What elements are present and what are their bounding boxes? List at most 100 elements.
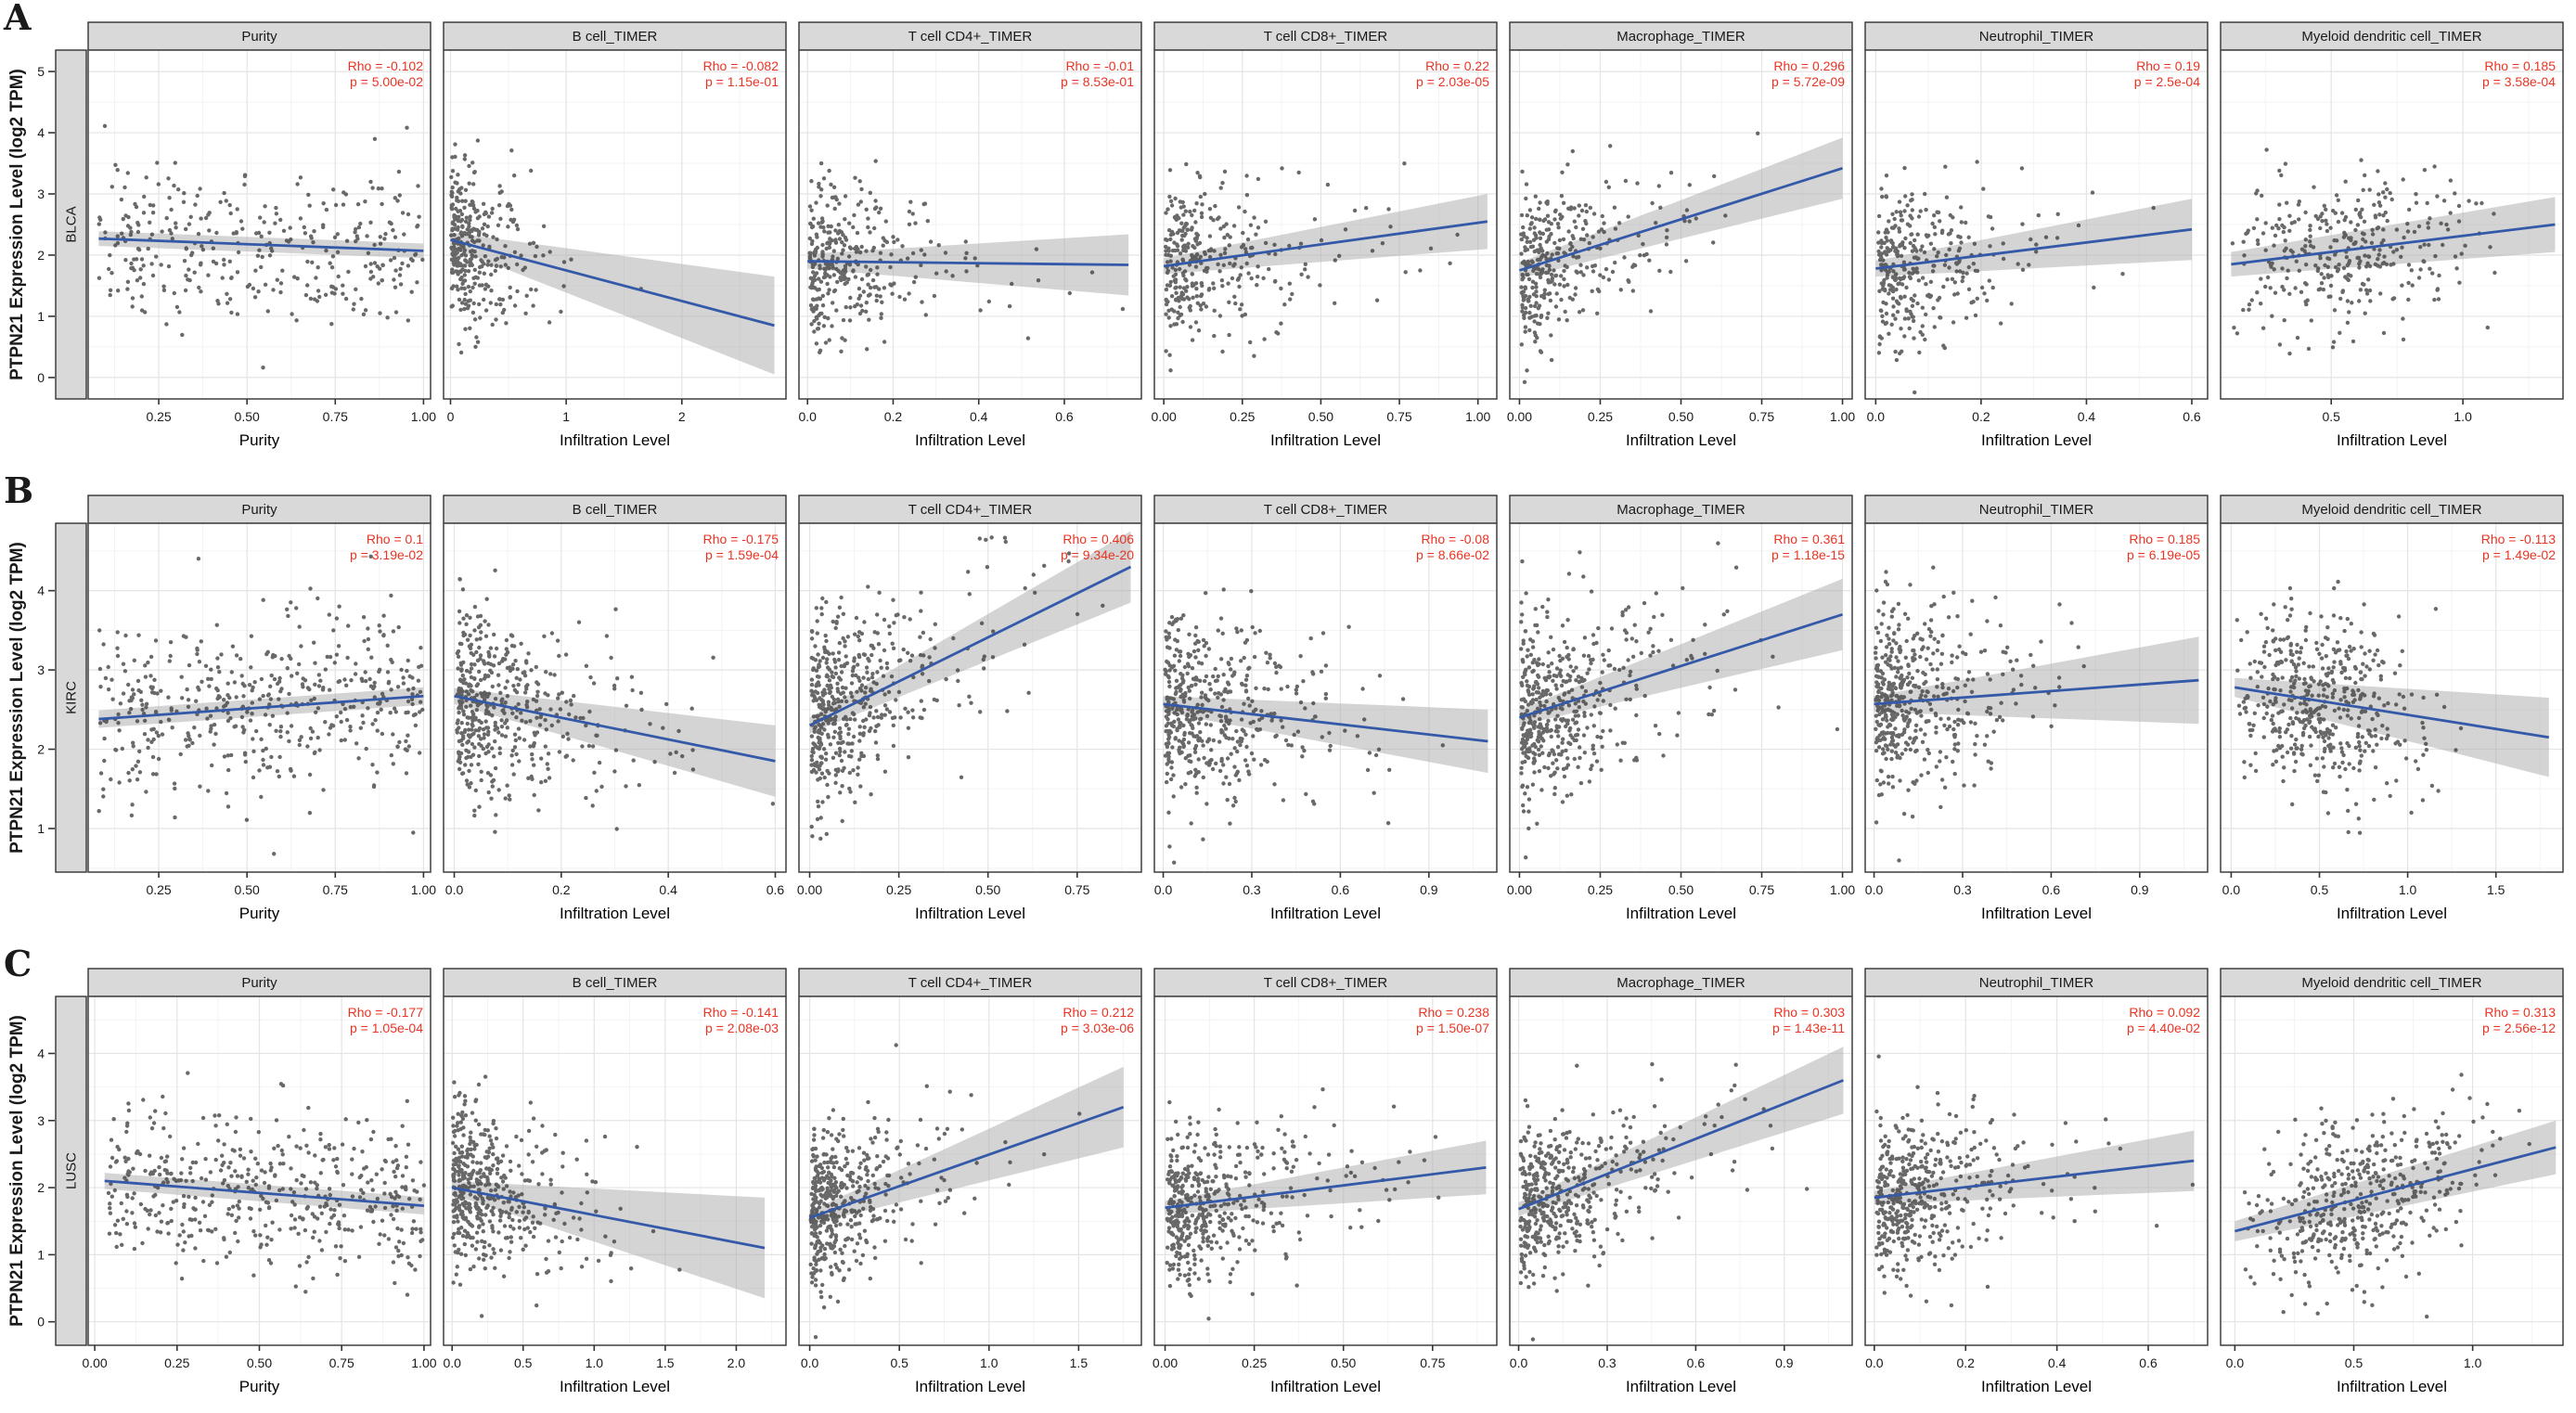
x-axis-label: Infiltration Level — [915, 1378, 1025, 1395]
rho-annotation: Rho = -0.082 — [703, 58, 779, 73]
p-annotation: p = 8.53e-01 — [1061, 74, 1134, 89]
row-A: A PTPN21 Expression Level (log2 TPM) 0 1 2 3 4… — [3, 0, 2564, 449]
panel-header — [2220, 21, 2564, 51]
scatter-points — [106, 1071, 427, 1297]
x-axis-label: Infiltration Level — [1981, 1378, 2092, 1395]
x-tick-label: 0.0 — [2226, 1355, 2245, 1370]
panel-title: B cell_TIMER — [573, 29, 658, 45]
x-tick-label: 0.0 — [1154, 882, 1173, 897]
x-tick-label: 0.6 — [1055, 409, 1074, 424]
x-tick-label: 0.0 — [801, 1355, 819, 1370]
panel-title: T cell CD8+_TIMER — [1264, 502, 1388, 518]
p-annotation: p = 3.19e-02 — [350, 547, 423, 562]
plot-border — [87, 49, 431, 400]
rho-annotation: Rho = 0.1 — [367, 532, 423, 546]
cancer-strip-label: BLCA — [64, 206, 80, 242]
plot-border — [1153, 49, 1498, 400]
y-tick-label: 4 — [37, 584, 45, 598]
x-tick-label: 0.0 — [1865, 882, 1884, 897]
x-tick-label: 0.6 — [2183, 409, 2201, 424]
p-annotation: p = 6.19e-05 — [2127, 547, 2200, 562]
trend-line — [98, 694, 424, 721]
y-tick-label: 2 — [37, 742, 45, 757]
plot-area — [444, 996, 786, 1345]
p-annotation: p = 1.59e-04 — [705, 547, 779, 562]
panel-title: Neutrophil_TIMER — [1979, 502, 2094, 518]
trend-line — [98, 237, 424, 252]
trend-line — [1874, 678, 2199, 706]
x-axis-label: Infiltration Level — [915, 905, 1025, 922]
plot-border — [443, 49, 787, 400]
x-tick-label: 0.25 — [1242, 1355, 1267, 1370]
panel-header — [87, 21, 431, 51]
data-layer — [2235, 1073, 2557, 1319]
y-tick-label: 0 — [37, 1315, 45, 1330]
x-tick-label: 1.00 — [411, 1355, 436, 1370]
confidence-band — [452, 1180, 766, 1299]
rho-annotation: Rho = 0.19 — [2136, 58, 2200, 73]
x-tick-label: 0.6 — [1687, 1355, 1706, 1370]
x-axis-label: Infiltration Level — [560, 905, 670, 922]
scatter-points — [1874, 1054, 2196, 1308]
panel-header — [2220, 495, 2564, 524]
panel-title: T cell CD8+_TIMER — [1264, 975, 1388, 991]
data-layer — [2230, 148, 2556, 356]
trend-line — [1163, 220, 1488, 268]
trend-line — [451, 1186, 766, 1250]
p-annotation: p = 1.05e-04 — [350, 1021, 423, 1035]
y-tick-label: 2 — [37, 248, 45, 263]
panel-KIRC-4: T cell CD8+_TIMER Rho = -0.08p = 8.66e-02… — [1153, 495, 1498, 922]
x-axis-label: Infiltration Level — [1981, 431, 2092, 449]
panel-header — [1509, 21, 1853, 51]
x-tick-label: 0.50 — [1668, 409, 1694, 424]
trend-line — [808, 565, 1132, 727]
confidence-band — [807, 234, 1129, 296]
confidence-band — [1518, 1047, 1844, 1216]
x-tick-label: 2 — [678, 409, 686, 424]
y-tick-label: 0 — [37, 370, 45, 385]
data-layer — [1518, 1047, 1844, 1342]
panel-title: Neutrophil_TIMER — [1979, 975, 2094, 991]
trend-line — [2235, 1146, 2557, 1233]
x-tick-label: 0 — [447, 409, 455, 424]
panel-header — [1153, 495, 1498, 524]
x-tick-label: 0.50 — [975, 882, 1000, 897]
y-tick-label: 3 — [37, 662, 45, 677]
rho-annotation: Rho = 0.22 — [1425, 58, 1489, 73]
x-tick-label: 0.3 — [1243, 882, 1261, 897]
panel-title: T cell CD4+_TIMER — [908, 502, 1033, 518]
x-tick-label: 0.0 — [2222, 882, 2241, 897]
y-tick-label: 3 — [37, 1113, 45, 1128]
x-tick-label: 0.6 — [1332, 882, 1350, 897]
p-annotation: p = 3.58e-04 — [2482, 74, 2556, 89]
scatter-points — [807, 159, 1126, 354]
y-tick-label: 4 — [37, 125, 45, 140]
x-axis-label: Purity — [239, 1378, 280, 1395]
x-axis-label: Infiltration Level — [1981, 905, 2092, 922]
panel-header — [1509, 968, 1853, 997]
plot-border — [1864, 49, 2209, 400]
scatter-points — [809, 535, 1105, 841]
x-axis-label: Infiltration Level — [2337, 431, 2447, 449]
panel-title: Macrophage_TIMER — [1616, 502, 1745, 518]
scatter-points — [2242, 1073, 2531, 1319]
panel-title: Myeloid dendritic cell_TIMER — [2301, 29, 2481, 45]
trend-line — [1519, 166, 1843, 272]
panel-title: Macrophage_TIMER — [1616, 29, 1745, 45]
x-tick-label: 0.5 — [890, 1355, 908, 1370]
scatter-points — [1518, 1061, 1810, 1342]
trend-line — [1875, 227, 2193, 270]
scatter-points — [449, 138, 643, 355]
y-axis-label: PTPN21 Expression Level (log2 TPM) — [7, 542, 27, 854]
x-tick-label: 0.0 — [1510, 1355, 1528, 1370]
x-tick-label: 0.6 — [766, 882, 785, 897]
y-tick-label: 1 — [37, 821, 45, 836]
x-tick-label: 0.0 — [443, 1355, 461, 1370]
x-tick-label: 0.25 — [164, 1355, 189, 1370]
data-layer — [1163, 161, 1488, 373]
x-tick-label: 0.5 — [2345, 1355, 2363, 1370]
